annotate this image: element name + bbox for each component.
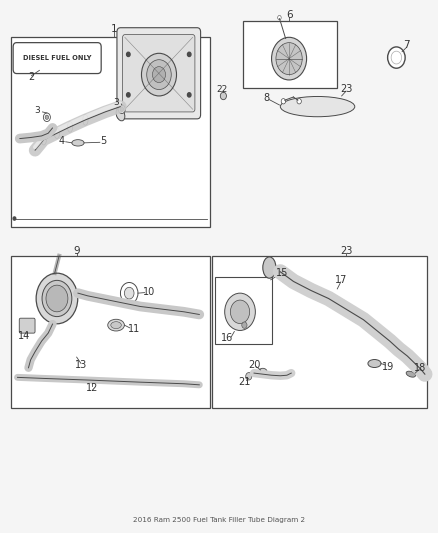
- Ellipse shape: [111, 322, 121, 328]
- Ellipse shape: [263, 257, 276, 278]
- FancyBboxPatch shape: [243, 21, 337, 88]
- Ellipse shape: [258, 368, 267, 376]
- Text: 21: 21: [238, 377, 251, 387]
- Text: 19: 19: [381, 362, 394, 372]
- Text: 12: 12: [86, 383, 98, 393]
- Text: 2: 2: [28, 72, 35, 82]
- Text: 17: 17: [336, 275, 348, 285]
- Ellipse shape: [108, 319, 124, 331]
- Text: 4: 4: [58, 136, 64, 146]
- Ellipse shape: [368, 359, 381, 368]
- Text: 6: 6: [286, 10, 293, 20]
- Text: 10: 10: [143, 287, 155, 296]
- Circle shape: [120, 282, 138, 304]
- Circle shape: [141, 53, 177, 96]
- Ellipse shape: [225, 293, 255, 330]
- Circle shape: [278, 15, 281, 20]
- Circle shape: [242, 322, 247, 328]
- FancyBboxPatch shape: [117, 28, 201, 119]
- Circle shape: [187, 93, 191, 97]
- Circle shape: [297, 99, 301, 104]
- Text: 8: 8: [263, 93, 269, 102]
- Circle shape: [272, 37, 307, 80]
- Text: 23: 23: [340, 246, 352, 255]
- Text: 3: 3: [113, 98, 119, 107]
- FancyBboxPatch shape: [123, 35, 195, 112]
- Text: 18: 18: [414, 363, 427, 373]
- FancyBboxPatch shape: [19, 318, 35, 333]
- Circle shape: [230, 300, 250, 324]
- Circle shape: [127, 93, 130, 97]
- FancyBboxPatch shape: [13, 43, 101, 74]
- Text: 13: 13: [75, 360, 87, 370]
- Text: 7: 7: [403, 41, 410, 50]
- Text: 2016 Ram 2500 Fuel Tank Filler Tube Diagram 2: 2016 Ram 2500 Fuel Tank Filler Tube Diag…: [133, 516, 305, 523]
- Text: 20: 20: [248, 360, 260, 370]
- Circle shape: [127, 52, 130, 56]
- FancyBboxPatch shape: [11, 256, 210, 408]
- Text: 15: 15: [276, 268, 289, 278]
- Circle shape: [220, 92, 226, 100]
- Ellipse shape: [116, 108, 125, 121]
- Circle shape: [120, 107, 124, 111]
- Circle shape: [187, 52, 191, 56]
- Text: 16: 16: [221, 334, 233, 343]
- FancyBboxPatch shape: [212, 256, 427, 408]
- Circle shape: [246, 373, 252, 380]
- Ellipse shape: [406, 371, 416, 377]
- Circle shape: [276, 43, 302, 75]
- Circle shape: [13, 217, 16, 220]
- Text: 11: 11: [127, 324, 140, 334]
- Ellipse shape: [280, 96, 355, 117]
- Ellipse shape: [36, 273, 78, 324]
- FancyBboxPatch shape: [11, 37, 210, 227]
- Circle shape: [45, 115, 49, 119]
- Text: 23: 23: [340, 84, 352, 94]
- Ellipse shape: [72, 140, 84, 146]
- Circle shape: [46, 285, 68, 312]
- Circle shape: [388, 47, 405, 68]
- Text: 3: 3: [34, 106, 40, 115]
- Circle shape: [147, 60, 171, 90]
- Text: 5: 5: [100, 136, 106, 146]
- Circle shape: [152, 67, 166, 83]
- Circle shape: [124, 287, 134, 299]
- Circle shape: [391, 51, 402, 64]
- Circle shape: [281, 99, 286, 104]
- Text: 9: 9: [73, 246, 80, 255]
- FancyBboxPatch shape: [215, 277, 272, 344]
- Ellipse shape: [42, 280, 72, 317]
- Text: DIESEL FUEL ONLY: DIESEL FUEL ONLY: [23, 55, 91, 61]
- Text: 14: 14: [18, 331, 30, 341]
- Text: 1: 1: [110, 25, 117, 34]
- Text: 22: 22: [216, 85, 228, 93]
- Circle shape: [43, 113, 50, 122]
- Circle shape: [118, 105, 125, 114]
